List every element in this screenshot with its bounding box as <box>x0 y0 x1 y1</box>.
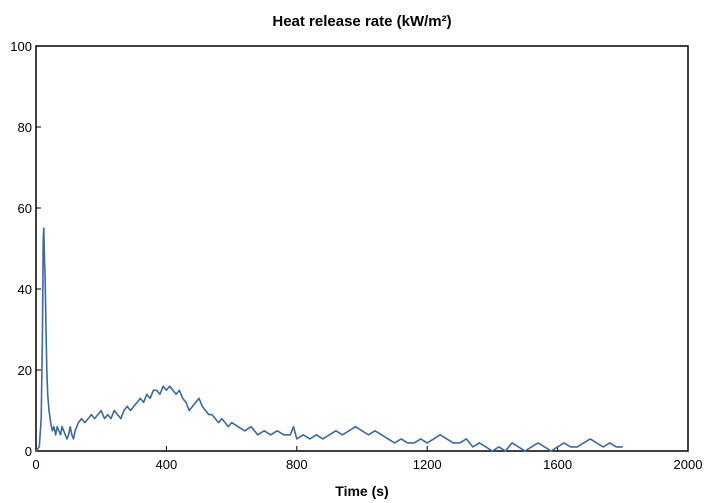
x-tick-label: 800 <box>286 457 308 472</box>
chart-title: Heat release rate (kW/m²) <box>272 13 451 30</box>
x-tick-label: 1600 <box>543 457 572 472</box>
y-tick-label: 20 <box>18 363 32 378</box>
x-axis-label: Time (s) <box>335 483 388 499</box>
x-tick-label: 1200 <box>413 457 442 472</box>
y-tick-label: 40 <box>18 282 32 297</box>
plot-area-frame <box>35 45 689 452</box>
x-tick-label: 0 <box>32 457 39 472</box>
y-tick-label: 60 <box>18 201 32 216</box>
tick-labels: 0 400 800 1200 1600 2000 0 20 40 60 80 100 <box>10 39 702 472</box>
y-tick-label: 100 <box>10 39 32 54</box>
y-tick-label: 80 <box>18 120 32 135</box>
series-line-heat-release <box>35 227 623 452</box>
x-tick-label: 2000 <box>674 457 703 472</box>
y-tick-label: 0 <box>25 444 32 459</box>
x-tick-label: 400 <box>156 457 178 472</box>
